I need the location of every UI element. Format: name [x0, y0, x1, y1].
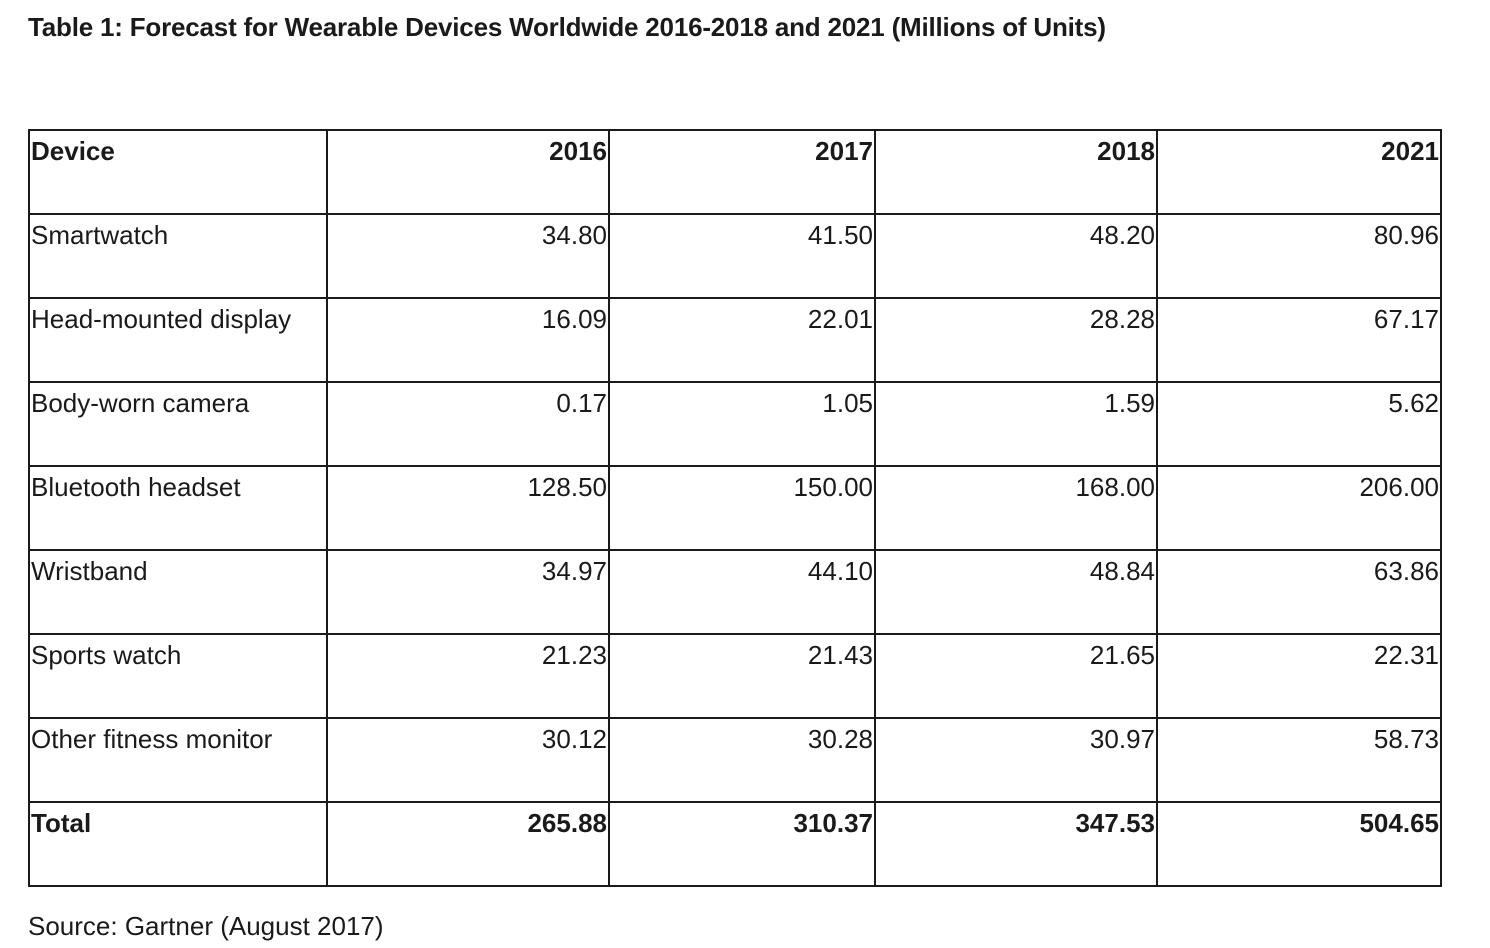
value-cell: 22.01 — [608, 297, 876, 383]
value-cell: 1.05 — [608, 381, 876, 467]
value-cell: 44.10 — [608, 549, 876, 635]
device-cell: Other fitness monitor — [28, 717, 328, 803]
device-cell: Body-worn camera — [28, 381, 328, 467]
value-cell: 30.97 — [874, 717, 1158, 803]
value-cell: 34.80 — [326, 213, 610, 299]
column-header-2016: 2016 — [326, 129, 610, 215]
value-cell: 48.20 — [874, 213, 1158, 299]
table-row: Body-worn camera 0.17 1.05 1.59 5.62 — [28, 381, 1442, 467]
device-cell: Wristband — [28, 549, 328, 635]
value-cell: 34.97 — [326, 549, 610, 635]
source-note: Source: Gartner (August 2017) — [28, 911, 384, 941]
total-value-cell: 504.65 — [1156, 801, 1442, 887]
value-cell: 21.43 — [608, 633, 876, 719]
total-value-cell: 347.53 — [874, 801, 1158, 887]
table-header-row: Device 2016 2017 2018 2021 — [28, 129, 1442, 215]
total-label-cell: Total — [28, 801, 328, 887]
value-cell: 21.23 — [326, 633, 610, 719]
table-title: Table 1: Forecast for Wearable Devices W… — [28, 12, 1106, 42]
value-cell: 1.59 — [874, 381, 1158, 467]
value-cell: 16.09 — [326, 297, 610, 383]
total-value-cell: 310.37 — [608, 801, 876, 887]
value-cell: 28.28 — [874, 297, 1158, 383]
table-row: Bluetooth headset 128.50 150.00 168.00 2… — [28, 465, 1442, 551]
column-header-2021: 2021 — [1156, 129, 1442, 215]
column-header-2017: 2017 — [608, 129, 876, 215]
value-cell: 30.28 — [608, 717, 876, 803]
table-row: Wristband 34.97 44.10 48.84 63.86 — [28, 549, 1442, 635]
column-header-device: Device — [28, 129, 328, 215]
value-cell: 21.65 — [874, 633, 1158, 719]
value-cell: 128.50 — [326, 465, 610, 551]
value-cell: 63.86 — [1156, 549, 1442, 635]
value-cell: 168.00 — [874, 465, 1158, 551]
table-row: Head-mounted display 16.09 22.01 28.28 6… — [28, 297, 1442, 383]
table-row: Other fitness monitor 30.12 30.28 30.97 … — [28, 717, 1442, 803]
value-cell: 30.12 — [326, 717, 610, 803]
value-cell: 67.17 — [1156, 297, 1442, 383]
total-value-cell: 265.88 — [326, 801, 610, 887]
value-cell: 80.96 — [1156, 213, 1442, 299]
table-row: Sports watch 21.23 21.43 21.65 22.31 — [28, 633, 1442, 719]
value-cell: 5.62 — [1156, 381, 1442, 467]
value-cell: 48.84 — [874, 549, 1158, 635]
value-cell: 41.50 — [608, 213, 876, 299]
device-cell: Bluetooth headset — [28, 465, 328, 551]
column-header-2018: 2018 — [874, 129, 1158, 215]
value-cell: 22.31 — [1156, 633, 1442, 719]
device-cell: Head-mounted display — [28, 297, 328, 383]
value-cell: 150.00 — [608, 465, 876, 551]
wearables-forecast-table: Device 2016 2017 2018 2021 Smartwatch 34… — [28, 129, 1442, 887]
value-cell: 206.00 — [1156, 465, 1442, 551]
value-cell: 0.17 — [326, 381, 610, 467]
table-row: Smartwatch 34.80 41.50 48.20 80.96 — [28, 213, 1442, 299]
total-row: Total 265.88 310.37 347.53 504.65 — [28, 801, 1442, 887]
device-cell: Smartwatch — [28, 213, 328, 299]
device-cell: Sports watch — [28, 633, 328, 719]
value-cell: 58.73 — [1156, 717, 1442, 803]
